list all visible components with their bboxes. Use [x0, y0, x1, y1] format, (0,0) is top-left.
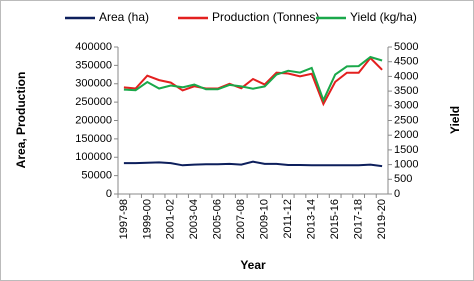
y-tick-label: 0: [106, 188, 112, 200]
x-tick-label: 1997-98: [118, 199, 130, 239]
y2-tick-label: 0: [394, 188, 400, 200]
x-tick-label: 2003-04: [188, 199, 200, 239]
y2-tick-label: 3500: [394, 85, 418, 97]
legend-label: Area (ha): [99, 10, 149, 24]
y2-tick-label: 4000: [394, 70, 418, 82]
y2-axis-label: Yield: [448, 106, 462, 134]
x-tick-label: 2011-12: [282, 199, 294, 239]
y-tick-label: 100000: [75, 151, 112, 163]
y-tick-label: 50000: [81, 170, 112, 182]
y-tick-label: 250000: [75, 96, 112, 108]
x-axis-label: Year: [240, 258, 266, 272]
y-tick-label: 350000: [75, 59, 112, 71]
x-tick-label: 2001-02: [165, 199, 177, 239]
y2-tick-label: 2000: [394, 129, 418, 141]
y2-tick-label: 500: [394, 173, 412, 185]
legend-label: Yield (kg/ha): [350, 10, 417, 24]
y2-tick-label: 3000: [394, 100, 418, 112]
series-line: [123, 56, 383, 107]
x-tick-label: 2015-16: [329, 199, 341, 239]
x-tick-label: 2017-18: [353, 199, 365, 239]
x-tick-label: 1999-00: [141, 199, 153, 239]
x-tick-label: 2019-20: [376, 199, 388, 239]
y-tick-label: 200000: [75, 114, 112, 126]
y-tick-label: 300000: [75, 78, 112, 90]
y2-tick-label: 4500: [394, 56, 418, 68]
x-tick-label: 2007-08: [235, 199, 247, 239]
series-line: [123, 55, 383, 103]
y-axis-label: Area, Production: [14, 72, 28, 169]
y-tick-label: 400000: [75, 41, 112, 53]
y2-tick-label: 1000: [394, 159, 418, 171]
x-tick-label: 2005-06: [212, 199, 224, 239]
y-tick-label: 150000: [75, 133, 112, 145]
x-tick-label: 2013-14: [306, 199, 318, 239]
legend-label: Production (Tonnes): [212, 10, 319, 24]
series-line: [123, 160, 383, 168]
x-tick-label: 2009-10: [259, 199, 271, 239]
y2-tick-label: 5000: [394, 41, 418, 53]
y2-tick-label: 1500: [394, 144, 418, 156]
y2-tick-label: 2500: [394, 114, 418, 126]
